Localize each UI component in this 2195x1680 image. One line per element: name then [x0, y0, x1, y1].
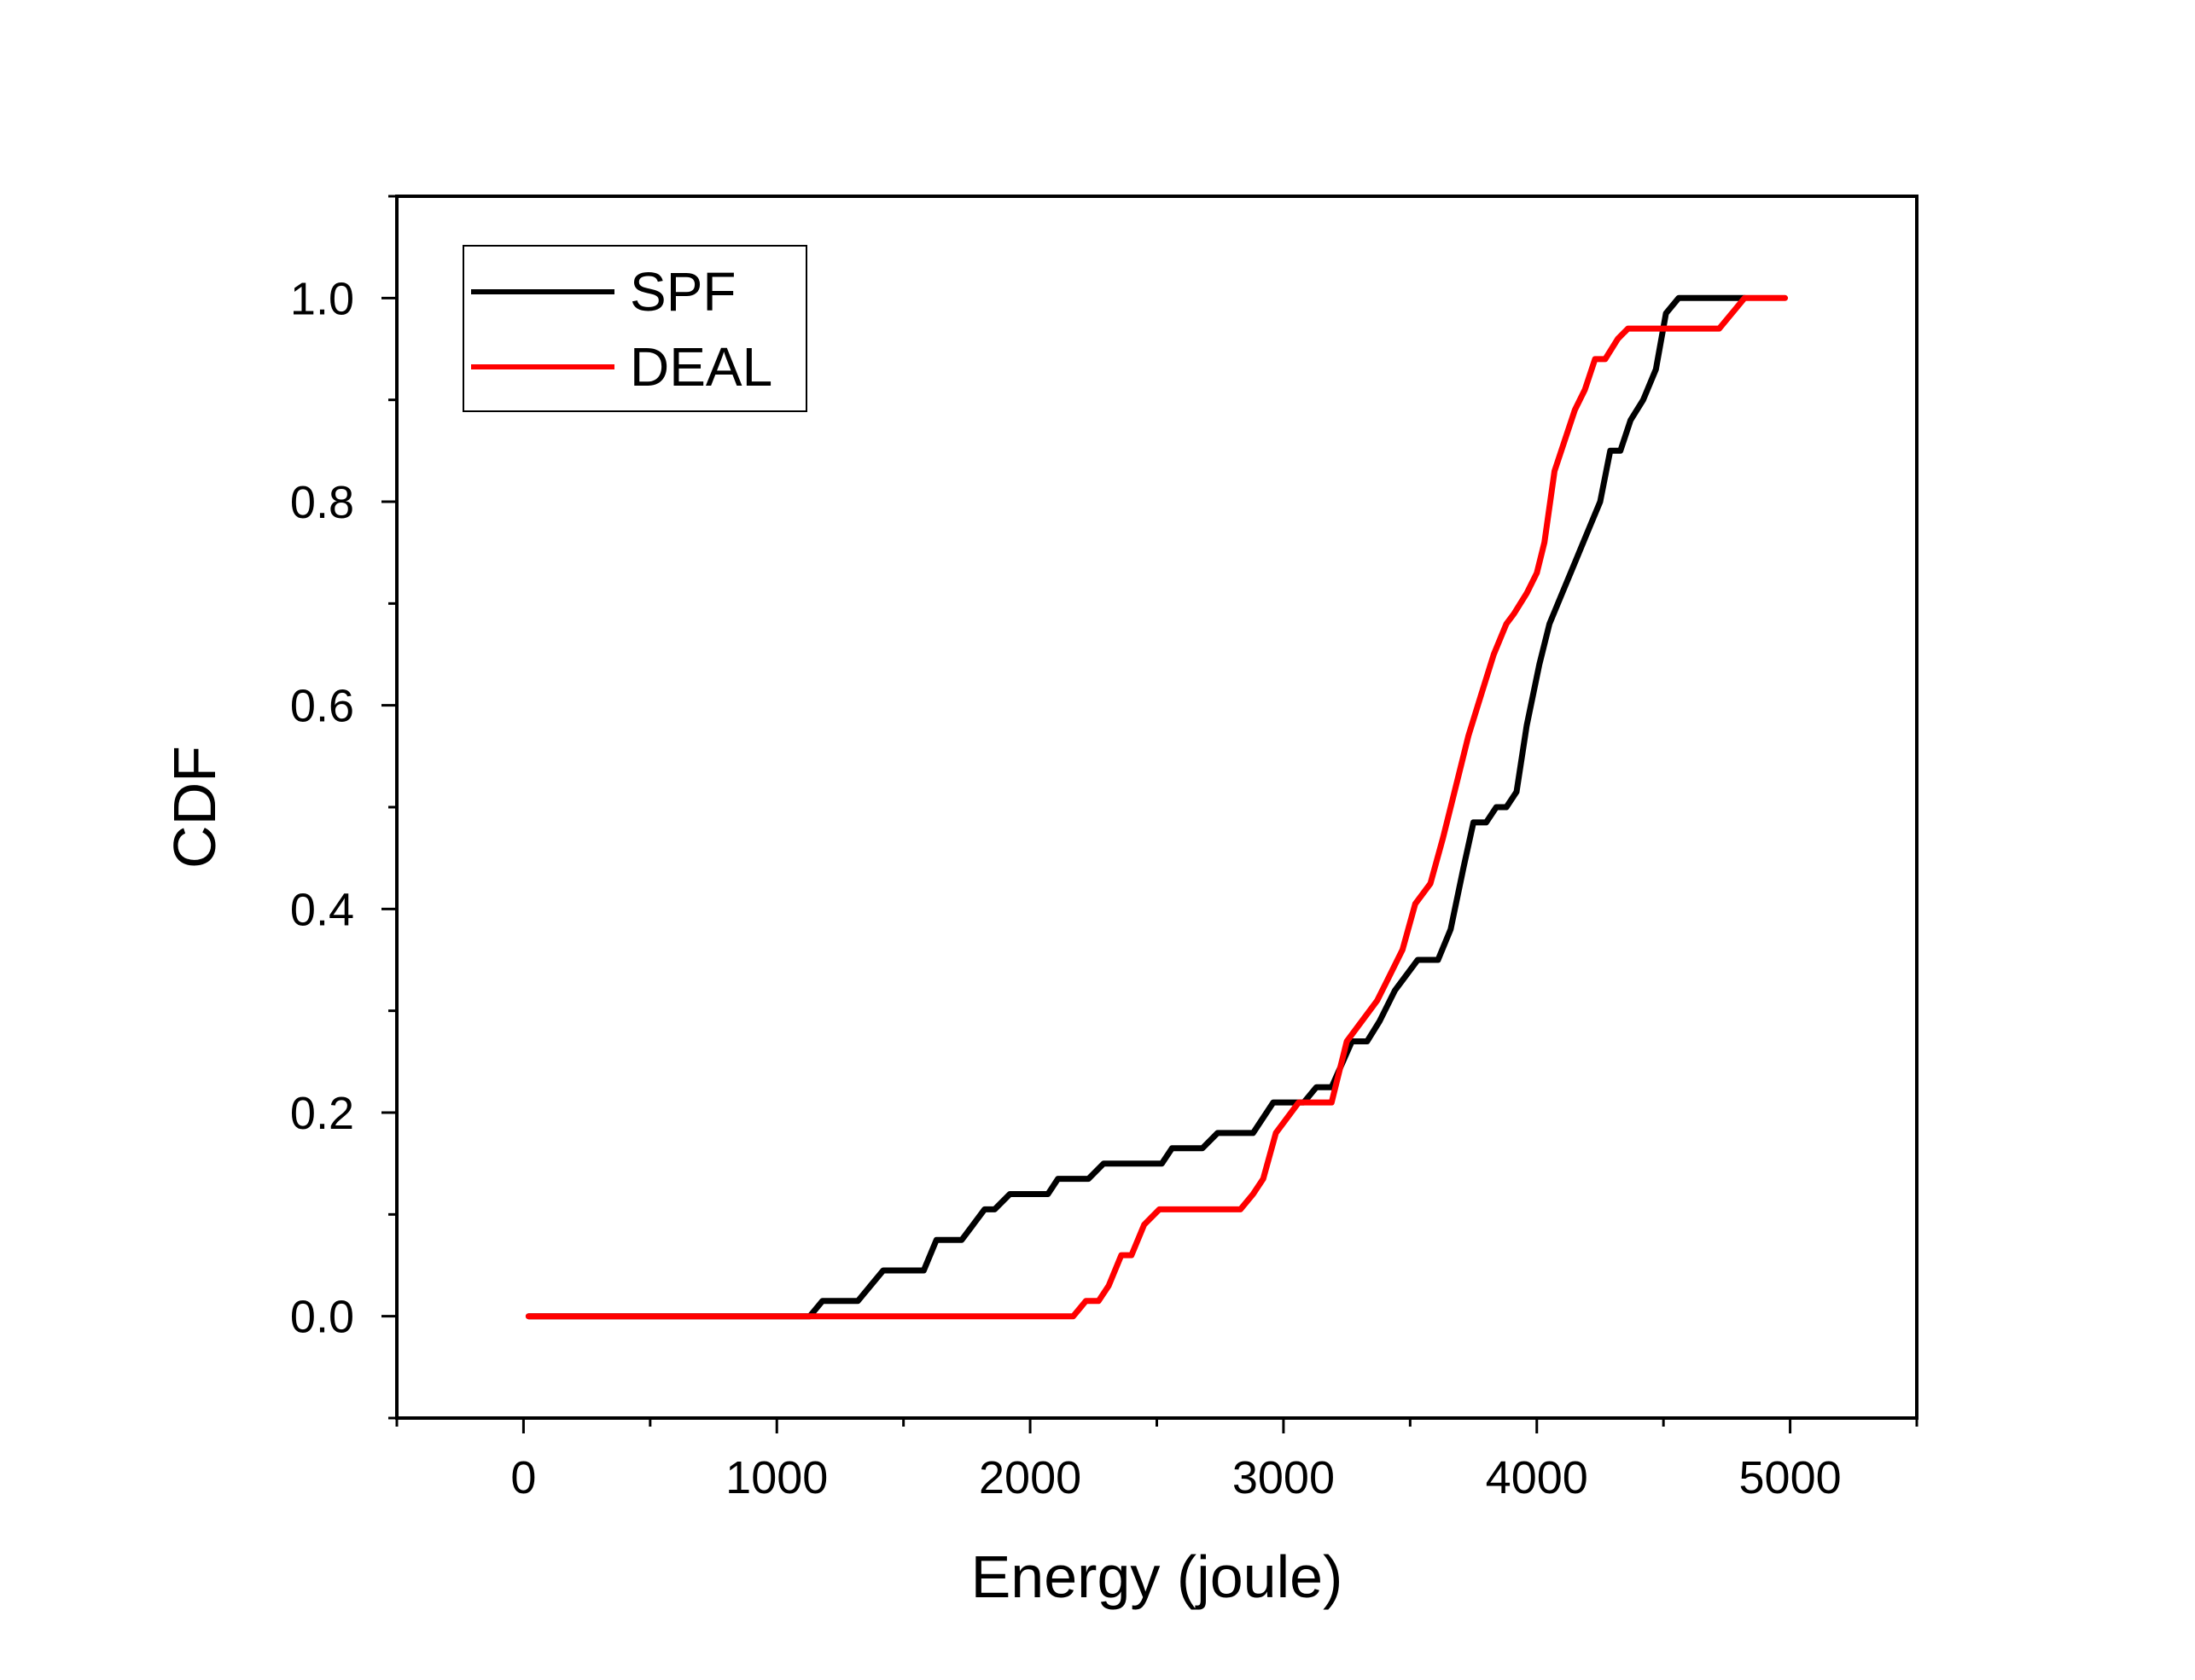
y-tick-label: 0.4	[290, 884, 354, 935]
y-tick-label: 0.6	[290, 681, 354, 732]
x-tick-label: 1000	[725, 1452, 828, 1503]
x-axis-title: Energy (joule)	[971, 1543, 1343, 1610]
y-tick-label: 0.0	[290, 1292, 354, 1343]
legend: SPF DEAL	[463, 245, 807, 412]
series-line-deal	[525, 294, 1789, 1320]
y-tick-label: 0.8	[290, 477, 354, 528]
x-axis: 0 1000 2000 3000 4000 5000	[395, 1418, 1918, 1503]
y-axis-title: CDF	[161, 746, 228, 869]
y-tick-label: 1.0	[290, 273, 354, 324]
x-tick-label: 0	[510, 1452, 536, 1503]
y-tick-label: 0.2	[290, 1088, 354, 1139]
x-tick-label: 5000	[1739, 1452, 1842, 1503]
legend-box	[463, 245, 807, 412]
x-tick-label: 2000	[979, 1452, 1081, 1503]
x-tick-label: 4000	[1486, 1452, 1588, 1503]
series-layer	[525, 294, 1789, 1320]
series-line-spf	[525, 294, 1748, 1320]
x-tick-label: 3000	[1232, 1452, 1335, 1503]
y-axis: 0.0 0.2 0.4 0.6 0.8 1.0	[290, 195, 397, 1420]
legend-label-spf: SPF	[630, 261, 736, 323]
legend-label-deal: DEAL	[630, 336, 772, 398]
